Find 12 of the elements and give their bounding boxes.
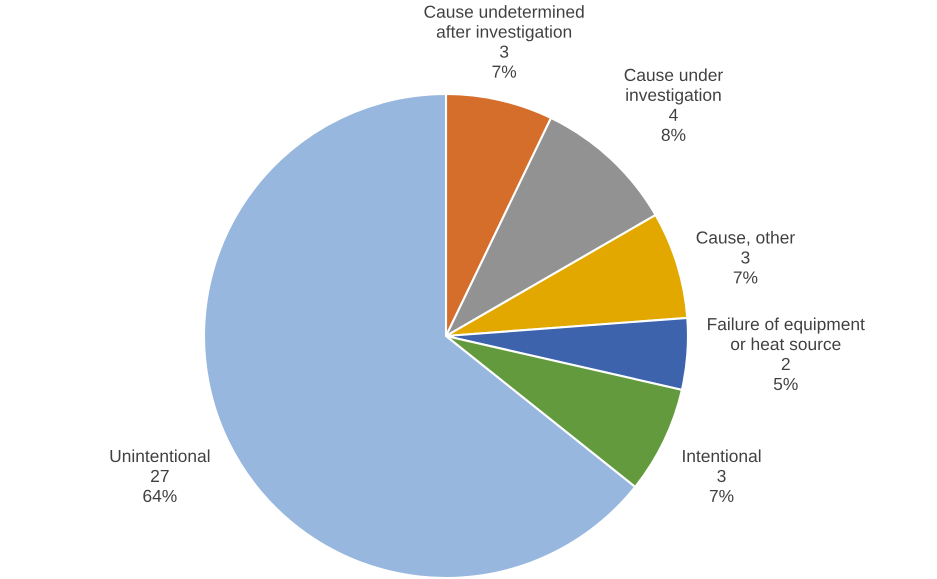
slice-label: Unintentional — [110, 449, 210, 462]
data-label: 4 8% — [662, 108, 686, 141]
data-label: 3 7% — [492, 46, 516, 78]
data-label: 3 7% — [734, 251, 758, 284]
data-label: 27 64% — [143, 470, 177, 502]
data-label: 3 7% — [710, 470, 734, 502]
data-label: 2 5% — [774, 358, 798, 390]
slice-label: Cause, other — [696, 230, 795, 246]
slice-label: Failure of equipment or heat source — [708, 318, 865, 350]
slice-label: Cause under investigation — [624, 68, 723, 104]
slice-label: Intentional — [683, 449, 760, 462]
slice-label: Cause undetermined after investigation — [424, 5, 584, 42]
